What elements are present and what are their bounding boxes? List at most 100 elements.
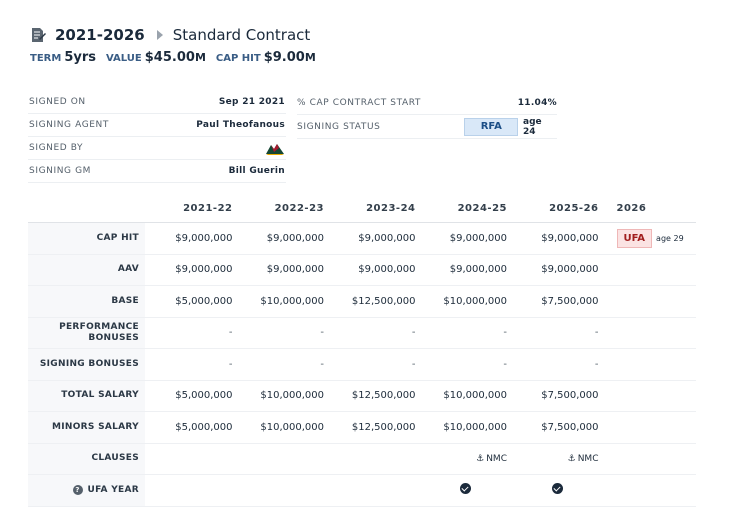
table-cell: - — [503, 327, 507, 339]
row-label: MINORS SALARY — [28, 412, 145, 443]
detail-label: % CAP CONTRACT START — [297, 97, 422, 108]
table-cell: - — [503, 358, 507, 370]
table-cell: $9,000,000 — [541, 232, 599, 244]
table-cell: $9,000,000 — [175, 232, 233, 244]
table-cell: - — [411, 358, 416, 370]
row-label: BASE — [28, 286, 145, 317]
term-label: TERM — [30, 53, 62, 64]
table-row-performance-bonuses: PERFORMANCE BONUSES - - - - - — [28, 317, 696, 349]
table-cell: $9,000,000 — [266, 264, 324, 276]
table-row-signing-bonuses: SIGNING BONUSES - - - - - — [28, 349, 696, 381]
table-cell: $9,000,000 — [358, 264, 416, 276]
table-cell: - — [594, 327, 599, 339]
table-corner — [28, 195, 145, 222]
column-header: 2022-23 — [274, 203, 324, 214]
anchor-icon: ⚓ — [567, 454, 576, 465]
value-label: VALUE — [105, 53, 142, 64]
table-cell: $7,500,000 — [541, 390, 599, 402]
contract-details-right: % CAP CONTRACT START 11.04% SIGNING STAT… — [297, 91, 557, 139]
row-label: AAV — [28, 254, 145, 285]
table-cell: - — [320, 327, 324, 339]
contract-details-left: SIGNED ON Sep 21 2021 SIGNING AGENT Paul… — [28, 91, 286, 183]
row-label: ? UFA YEAR — [28, 475, 145, 506]
table-cell: $9,000,000 — [266, 232, 324, 244]
check-circle-icon — [460, 483, 471, 495]
table-cell: $10,000,000 — [260, 390, 324, 402]
table-row-clauses: CLAUSES ⚓ NMC ⚓ NMC — [28, 443, 696, 475]
table-cell: $12,500,000 — [351, 421, 416, 433]
table-cell: $9,000,000 — [358, 232, 416, 244]
caphit-unit: M — [304, 51, 316, 64]
table-cell: $10,000,000 — [260, 295, 324, 307]
table-cell — [511, 483, 603, 497]
table-cell: $7,500,000 — [541, 295, 599, 307]
value-number: $45.00 — [144, 50, 195, 65]
caphit-number: $9.00 — [263, 50, 305, 65]
table-cell: $10,000,000 — [443, 295, 507, 307]
row-label: TOTAL SALARY — [28, 380, 145, 411]
row-label: CAP HIT — [28, 223, 145, 254]
caphit-amount: $9.00M — [264, 50, 316, 65]
row-label: PERFORMANCE BONUSES — [28, 317, 145, 348]
value-unit: M — [194, 51, 206, 64]
table-cell: ⚓ NMC — [420, 453, 512, 464]
table-cell: $9,000,000 — [449, 232, 507, 244]
table-cell: $12,500,000 — [351, 295, 416, 307]
row-label-text: UFA YEAR — [87, 484, 139, 495]
table-cell: - — [320, 358, 324, 370]
title-separator-icon — [156, 30, 163, 40]
table-cell: $10,000,000 — [260, 421, 324, 433]
table-cell: $12,500,000 — [351, 390, 416, 402]
column-header: 2023-24 — [366, 203, 416, 214]
contract-type: Standard Contract — [172, 26, 311, 44]
detail-value: Sep 21 2021 — [218, 97, 285, 107]
contract-document-icon — [30, 27, 46, 43]
table-cell: ⚓ NMC — [511, 453, 603, 464]
detail-row-cap-pct: % CAP CONTRACT START 11.04% — [297, 91, 557, 115]
detail-label: SIGNING STATUS — [297, 121, 381, 132]
clause-nmc[interactable]: ⚓ NMC — [476, 454, 507, 464]
check-circle-icon — [551, 483, 563, 495]
table-cell: - — [228, 358, 233, 370]
row-label: SIGNING BONUSES — [28, 349, 145, 380]
table-row-cap-hit: CAP HIT $9,000,000 $9,000,000 $9,000,000… — [28, 223, 696, 255]
ufa-age: age 29 — [656, 233, 684, 243]
column-header: 2021-22 — [183, 203, 233, 214]
column-header: 2026 — [616, 203, 647, 214]
table-cell: $5,000,000 — [175, 295, 233, 307]
table-cell: - — [411, 327, 416, 339]
anchor-icon: ⚓ — [476, 454, 485, 465]
clause-nmc[interactable]: ⚓ NMC — [568, 454, 599, 464]
row-label: CLAUSES — [28, 443, 145, 474]
contract-summary: TERM 5yrs VALUE $45.00M CAP HIT $9.00M — [30, 50, 326, 65]
detail-row-signed-on: SIGNED ON Sep 21 2021 — [28, 91, 286, 114]
table-cell: - — [594, 358, 599, 370]
contract-title-row: 2021-2026 Standard Contract — [30, 24, 326, 46]
detail-row-signing-status: SIGNING STATUS RFA age 24 — [297, 115, 557, 139]
table-cell: - — [228, 327, 233, 339]
detail-value: 11.04% — [517, 97, 557, 108]
table-cell: $7,500,000 — [541, 421, 599, 433]
wild-team-logo-icon[interactable] — [265, 141, 285, 155]
detail-label: SIGNING GM — [29, 166, 92, 176]
contract-years: 2021-2026 — [55, 26, 145, 44]
table-cell: UFA age 29 — [603, 228, 691, 248]
clause-text: NMC — [577, 454, 599, 465]
column-header: 2024-25 — [457, 203, 507, 214]
detail-label: SIGNING AGENT — [29, 120, 109, 130]
detail-row-signed-by: SIGNED BY — [28, 137, 286, 160]
table-row-base: BASE $5,000,000 $10,000,000 $12,500,000 … — [28, 286, 696, 318]
clause-text: NMC — [486, 454, 507, 465]
detail-label: SIGNED BY — [29, 143, 84, 153]
signing-agent-link[interactable]: Paul Theofanous — [196, 120, 285, 130]
table-cell: $9,000,000 — [541, 264, 599, 276]
caphit-label: CAP HIT — [215, 53, 261, 64]
table-row-minors-salary: MINORS SALARY $5,000,000 $10,000,000 $12… — [28, 412, 696, 444]
table-cell — [420, 483, 512, 497]
help-icon[interactable]: ? — [72, 485, 83, 496]
table-cell: $9,000,000 — [175, 264, 233, 276]
table-row-total-salary: TOTAL SALARY $5,000,000 $10,000,000 $12,… — [28, 380, 696, 412]
status-age: age 24 — [523, 116, 542, 137]
signing-gm-link[interactable]: Bill Guerin — [228, 166, 285, 176]
ufa-badge: UFA — [616, 228, 653, 248]
